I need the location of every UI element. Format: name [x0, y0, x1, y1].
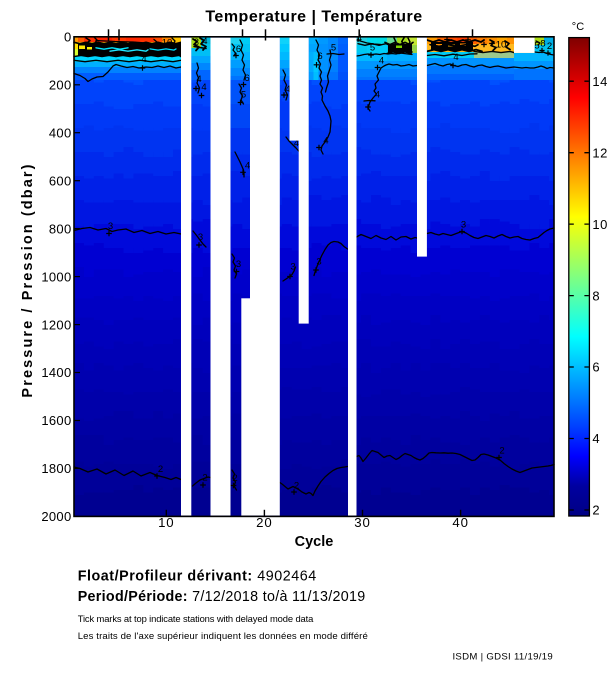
svg-text:3: 3 [290, 262, 295, 273]
svg-text:2: 2 [499, 446, 504, 457]
svg-text:6: 6 [244, 73, 249, 84]
svg-text:6: 6 [236, 44, 241, 55]
svg-text:400: 400 [49, 125, 72, 140]
svg-text:Float/Profileur dérivant: 4902: Float/Profileur dérivant: 4902464 [78, 569, 317, 585]
svg-text:20: 20 [256, 515, 272, 530]
svg-text:4: 4 [245, 161, 250, 172]
svg-text:1600: 1600 [41, 413, 71, 428]
svg-text:6: 6 [317, 51, 322, 62]
svg-text:Period/Période: 7/12/2018 to/à: Period/Période: 7/12/2018 to/à 11/13/201… [78, 589, 366, 605]
svg-text:4: 4 [141, 54, 146, 65]
svg-text:4: 4 [196, 74, 201, 85]
svg-text:4: 4 [453, 52, 458, 63]
svg-text:4: 4 [592, 431, 600, 446]
svg-text:2: 2 [232, 473, 237, 484]
svg-text:3: 3 [198, 232, 203, 243]
svg-text:3: 3 [108, 221, 113, 232]
svg-text:14: 14 [592, 74, 607, 89]
svg-text:6: 6 [592, 360, 600, 375]
svg-text:1000: 1000 [41, 269, 71, 284]
svg-text:10: 10 [496, 40, 507, 51]
svg-text:4: 4 [201, 82, 206, 93]
svg-text:Tick marks at top indicate sta: Tick marks at top indicate stations with… [78, 613, 314, 624]
svg-text:8: 8 [540, 39, 545, 50]
svg-text:30: 30 [354, 515, 370, 530]
svg-text:4: 4 [357, 33, 362, 43]
svg-text:1400: 1400 [41, 365, 71, 380]
svg-text:5: 5 [534, 41, 539, 52]
svg-text:4: 4 [375, 90, 380, 100]
svg-text:600: 600 [49, 173, 72, 188]
svg-text:5: 5 [370, 43, 375, 54]
svg-text:°C: °C [572, 21, 584, 33]
svg-text:4: 4 [285, 84, 290, 95]
svg-text:2: 2 [202, 473, 207, 484]
svg-text:3: 3 [194, 37, 199, 47]
svg-text:0: 0 [64, 30, 72, 45]
svg-text:3: 3 [316, 257, 321, 268]
svg-text:4: 4 [323, 136, 328, 147]
svg-text:8: 8 [592, 288, 600, 303]
svg-text:ISDM | GDSI 11/19/19: ISDM | GDSI 11/19/19 [452, 652, 553, 663]
svg-text:5: 5 [331, 43, 336, 54]
svg-text:1800: 1800 [41, 461, 71, 476]
svg-text:Cycle: Cycle [295, 534, 334, 550]
svg-text:4: 4 [202, 36, 207, 46]
svg-text:200: 200 [49, 78, 72, 93]
svg-text:2000: 2000 [41, 509, 71, 524]
svg-text:Les traits de l'axe supérieur: Les traits de l'axe supérieur indiquent … [78, 631, 368, 642]
svg-text:4: 4 [294, 138, 299, 149]
svg-text:5: 5 [241, 90, 246, 101]
svg-text:3: 3 [461, 220, 466, 231]
svg-text:2: 2 [592, 503, 600, 518]
svg-text:1200: 1200 [41, 317, 71, 332]
svg-text:40: 40 [452, 515, 468, 530]
svg-text:10: 10 [162, 38, 173, 49]
svg-text:2: 2 [294, 481, 299, 492]
svg-text:Temperature | Température: Temperature | Température [205, 9, 422, 26]
svg-text:10: 10 [158, 515, 174, 530]
svg-text:3: 3 [236, 259, 241, 270]
svg-text:2: 2 [547, 41, 552, 52]
svg-text:2: 2 [158, 464, 163, 475]
svg-text:800: 800 [49, 221, 72, 236]
svg-text:12: 12 [592, 145, 607, 160]
svg-text:Pressure / Pression (dbar): Pressure / Pression (dbar) [20, 162, 36, 397]
svg-text:4: 4 [379, 56, 384, 67]
svg-text:10: 10 [592, 217, 607, 232]
